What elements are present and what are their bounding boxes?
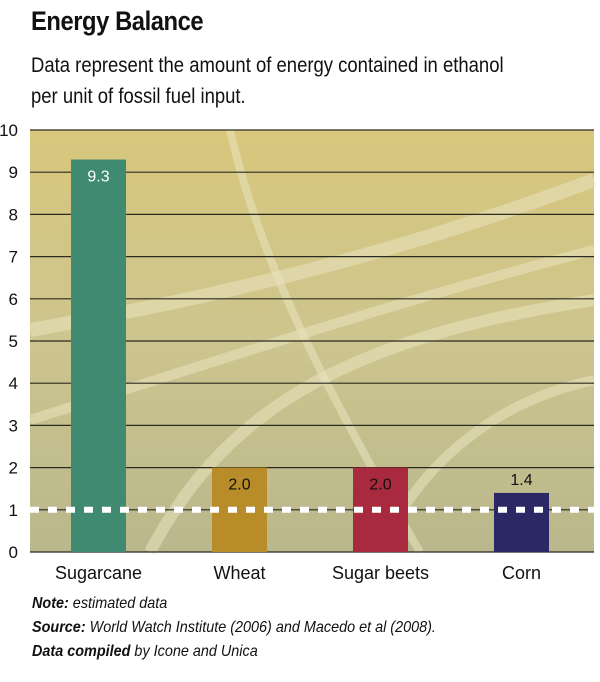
bar-value-label: 2.0 <box>369 477 391 494</box>
y-tick-label: 6 <box>9 290 18 309</box>
chart-title: Energy Balance <box>31 6 204 36</box>
y-tick-label: 8 <box>9 205 18 224</box>
bar-chart: 0 1 2 3 4 5 6 7 8 9 10 9.3 2.0 2.0 1.4 Sugarcane Wheat… <box>0 121 597 583</box>
y-tick-label: 5 <box>9 332 18 351</box>
y-axis-ticks: 0 1 2 3 4 5 6 7 8 9 10 <box>0 121 18 562</box>
y-tick-label: 3 <box>9 416 18 435</box>
x-tick-label: Sugarcane <box>55 563 142 583</box>
bar-value-label: 9.3 <box>87 169 109 186</box>
compiled-label: Data compiled <box>32 643 131 660</box>
bar <box>71 159 126 553</box>
y-tick-label: 9 <box>9 163 18 182</box>
note-label: Note: <box>32 595 69 612</box>
y-tick-label: 7 <box>9 248 18 267</box>
y-tick-label: 0 <box>9 543 18 562</box>
subtitle-line-1: Data represent the amount of energy cont… <box>31 54 504 77</box>
bars <box>71 159 549 553</box>
chart-notes: Note: estimated data Source: World Watch… <box>32 592 590 664</box>
compiled-text: by Icone and Unica <box>134 643 258 660</box>
y-tick-label: 2 <box>9 459 18 478</box>
y-tick-label: 4 <box>9 374 18 393</box>
source-line: Source: World Watch Institute (2006) and… <box>32 616 590 640</box>
value-labels: 9.3 2.0 2.0 1.4 <box>87 169 532 494</box>
source-label: Source: <box>32 619 86 636</box>
note-line: Note: estimated data <box>32 592 590 616</box>
bar-value-label: 2.0 <box>228 477 250 494</box>
bar-value-label: 1.4 <box>510 472 532 489</box>
chart-subtitle: Data represent the amount of energy cont… <box>31 50 559 112</box>
subtitle-line-2: per unit of fossil fuel input. <box>31 85 246 108</box>
x-tick-label: Wheat <box>213 563 265 583</box>
source-text: World Watch Institute (2006) and Macedo … <box>89 619 436 636</box>
compiled-line: Data compiled by Icone and Unica <box>32 640 590 664</box>
y-tick-label: 1 <box>9 501 18 520</box>
bar <box>494 492 549 552</box>
y-tick-label: 10 <box>0 121 18 140</box>
bar <box>212 467 267 552</box>
x-tick-label: Corn <box>502 563 541 583</box>
x-axis-labels: Sugarcane Wheat Sugar beets Corn <box>55 563 541 583</box>
note-text: estimated data <box>72 595 168 612</box>
x-tick-label: Sugar beets <box>332 563 429 583</box>
